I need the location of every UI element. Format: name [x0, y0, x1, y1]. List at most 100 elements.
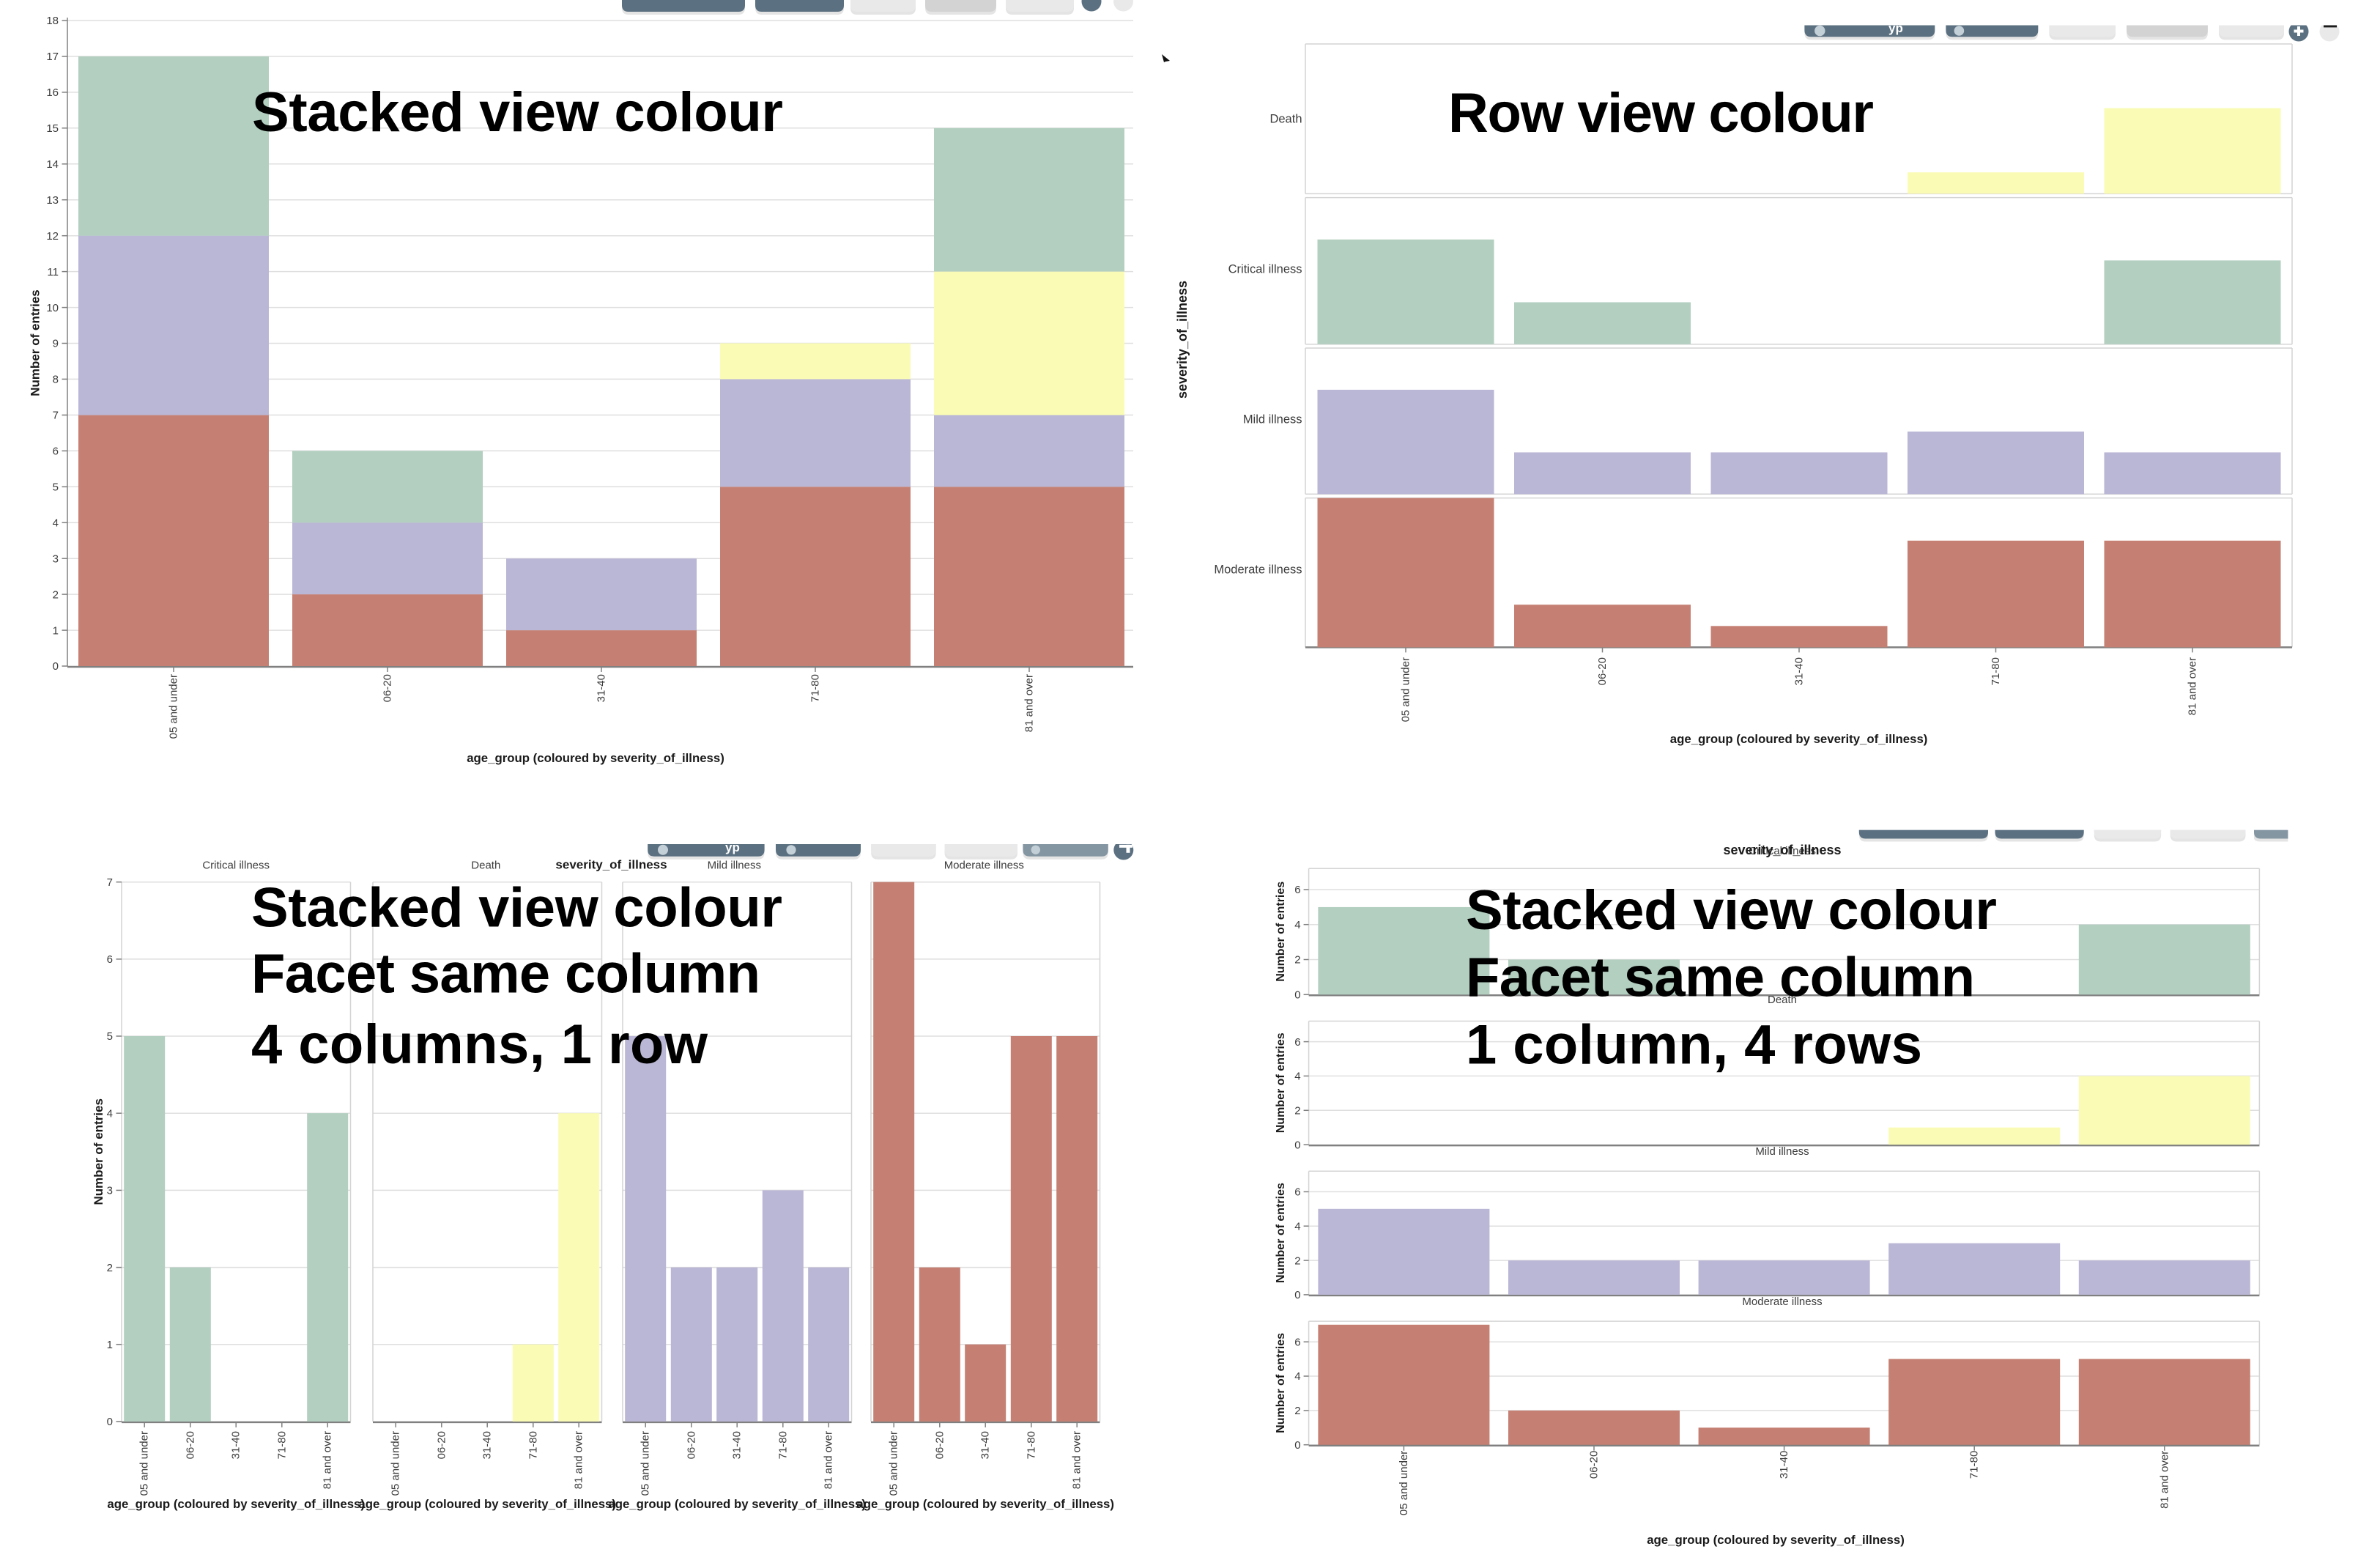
svg-text:06-20: 06-20: [435, 1431, 448, 1459]
svg-text:age_group (coloured by severit: age_group (coloured by severity_of_illne…: [856, 1497, 1114, 1511]
svg-text:6: 6: [1294, 884, 1300, 896]
svg-text:severity_of_illness: severity_of_illness: [1723, 843, 1841, 857]
svg-text:4: 4: [1294, 1370, 1300, 1383]
svg-text:06-20: 06-20: [184, 1431, 196, 1459]
svg-text:05 and under: 05 and under: [138, 1431, 151, 1496]
svg-text:age_group (coloured by severit: age_group (coloured by severity_of_illne…: [1670, 732, 1928, 746]
svg-text:10: 10: [46, 302, 59, 314]
svg-text:7: 7: [53, 410, 59, 422]
svg-text:81 and over: 81 and over: [1071, 1431, 1083, 1489]
svg-text:0: 0: [1294, 989, 1300, 1002]
svg-text:81 and over: 81 and over: [2187, 657, 2199, 715]
svg-text:31-40: 31-40: [1778, 1451, 1790, 1479]
svg-text:05 and under: 05 and under: [888, 1431, 900, 1496]
svg-text:Moderate illness: Moderate illness: [944, 859, 1024, 871]
svg-text:8: 8: [53, 374, 59, 386]
svg-text:Mild illness: Mild illness: [708, 859, 761, 871]
svg-text:05 and under: 05 and under: [640, 1431, 652, 1496]
svg-text:81 and over: 81 and over: [322, 1431, 334, 1489]
svg-text:6: 6: [107, 953, 113, 966]
svg-text:18: 18: [46, 15, 59, 27]
svg-text:Facet same column: Facet same column: [1466, 947, 1975, 1009]
svg-text:81 and over: 81 and over: [2158, 1451, 2170, 1509]
svg-text:31-40: 31-40: [731, 1431, 744, 1459]
svg-text:06-20: 06-20: [1596, 657, 1609, 685]
svg-text:71-80: 71-80: [1025, 1431, 1037, 1459]
svg-text:Stacked view colour: Stacked view colour: [251, 877, 782, 939]
svg-text:0: 0: [1294, 1139, 1300, 1151]
svg-text:Number of entries: Number of entries: [1275, 1183, 1287, 1283]
svg-text:71-80: 71-80: [776, 1431, 789, 1459]
svg-text:Number of entries: Number of entries: [92, 1098, 105, 1205]
svg-text:age_group (coloured by severit: age_group (coloured by severity_of_illne…: [1647, 1533, 1905, 1547]
svg-text:1: 1: [107, 1339, 113, 1351]
svg-text:Death: Death: [1269, 113, 1302, 126]
svg-text:Row view colour: Row view colour: [1448, 82, 1874, 144]
svg-text:31-40: 31-40: [596, 674, 608, 702]
svg-text:Mild illness: Mild illness: [1243, 413, 1302, 426]
svg-text:4 columns, 1 row: 4 columns, 1 row: [251, 1013, 708, 1076]
svg-text:31-40: 31-40: [230, 1431, 242, 1459]
svg-text:7: 7: [107, 876, 113, 889]
svg-text:81 and over: 81 and over: [823, 1431, 835, 1489]
svg-text:15: 15: [46, 122, 59, 135]
svg-text:9: 9: [53, 338, 59, 350]
svg-text:2: 2: [107, 1262, 113, 1274]
svg-text:13: 13: [46, 194, 59, 207]
svg-text:4: 4: [1294, 1071, 1300, 1083]
svg-text:81 and over: 81 and over: [1023, 674, 1036, 732]
svg-text:4: 4: [1294, 1220, 1300, 1233]
svg-text:05 and under: 05 and under: [1398, 1451, 1410, 1515]
svg-text:yp: yp: [725, 840, 740, 854]
svg-text:Critical illness: Critical illness: [1228, 263, 1302, 276]
svg-text:6: 6: [1294, 1036, 1300, 1049]
svg-text:14: 14: [46, 158, 59, 171]
svg-text:Mild illness: Mild illness: [1755, 1145, 1809, 1158]
svg-text:1 column, 4 rows: 1 column, 4 rows: [1466, 1014, 1922, 1076]
svg-text:2: 2: [1294, 1405, 1300, 1417]
svg-text:Critical illness: Critical illness: [1749, 845, 1816, 857]
svg-text:6: 6: [53, 446, 59, 458]
svg-text:05 and under: 05 and under: [168, 674, 180, 739]
svg-text:severity_of_illness: severity_of_illness: [1175, 281, 1190, 399]
svg-text:Critical illness: Critical illness: [202, 859, 270, 871]
svg-text:11: 11: [47, 266, 59, 278]
svg-text:Stacked view colour: Stacked view colour: [252, 81, 783, 144]
svg-text:5: 5: [53, 481, 59, 494]
svg-text:0: 0: [107, 1416, 113, 1428]
svg-text:71-80: 71-80: [527, 1431, 539, 1459]
svg-text:05 and under: 05 and under: [1400, 657, 1412, 722]
svg-text:Stacked view colour: Stacked view colour: [1466, 879, 1997, 942]
svg-text:1: 1: [53, 624, 59, 637]
svg-text:0: 0: [1294, 1439, 1300, 1452]
svg-text:12: 12: [46, 230, 59, 243]
svg-text:3: 3: [53, 553, 59, 565]
svg-text:71-80: 71-80: [809, 674, 822, 702]
svg-text:age_group (coloured by severit: age_group (coloured by severity_of_illne…: [608, 1497, 866, 1511]
svg-text:71-80: 71-80: [1990, 657, 2002, 685]
svg-text:4: 4: [107, 1107, 113, 1120]
svg-text:Facet same column: Facet same column: [251, 943, 760, 1005]
svg-text:age_group (coloured by severit: age_group (coloured by severity_of_illne…: [358, 1497, 616, 1511]
svg-text:2: 2: [1294, 1105, 1300, 1117]
svg-text:Moderate illness: Moderate illness: [1214, 563, 1302, 577]
svg-text:81 and over: 81 and over: [573, 1431, 585, 1489]
svg-text:2: 2: [53, 588, 59, 601]
svg-text:06-20: 06-20: [685, 1431, 697, 1459]
svg-text:2: 2: [1294, 954, 1300, 967]
svg-text:6: 6: [1294, 1336, 1300, 1348]
svg-text:Death: Death: [471, 859, 500, 871]
svg-text:06-20: 06-20: [1588, 1451, 1601, 1479]
svg-text:6: 6: [1294, 1186, 1300, 1199]
svg-text:16: 16: [46, 86, 59, 99]
svg-text:4: 4: [1294, 919, 1300, 931]
svg-text:age_group (coloured by severit: age_group (coloured by severity_of_illne…: [107, 1497, 365, 1511]
svg-text:0: 0: [1294, 1289, 1300, 1301]
svg-text:5: 5: [107, 1030, 113, 1043]
svg-text:06-20: 06-20: [382, 674, 394, 702]
svg-text:31-40: 31-40: [979, 1431, 992, 1459]
svg-text:2: 2: [1294, 1254, 1300, 1267]
svg-text:05 and under: 05 and under: [390, 1431, 402, 1496]
svg-text:71-80: 71-80: [1968, 1451, 1981, 1479]
svg-text:06-20: 06-20: [933, 1431, 946, 1459]
